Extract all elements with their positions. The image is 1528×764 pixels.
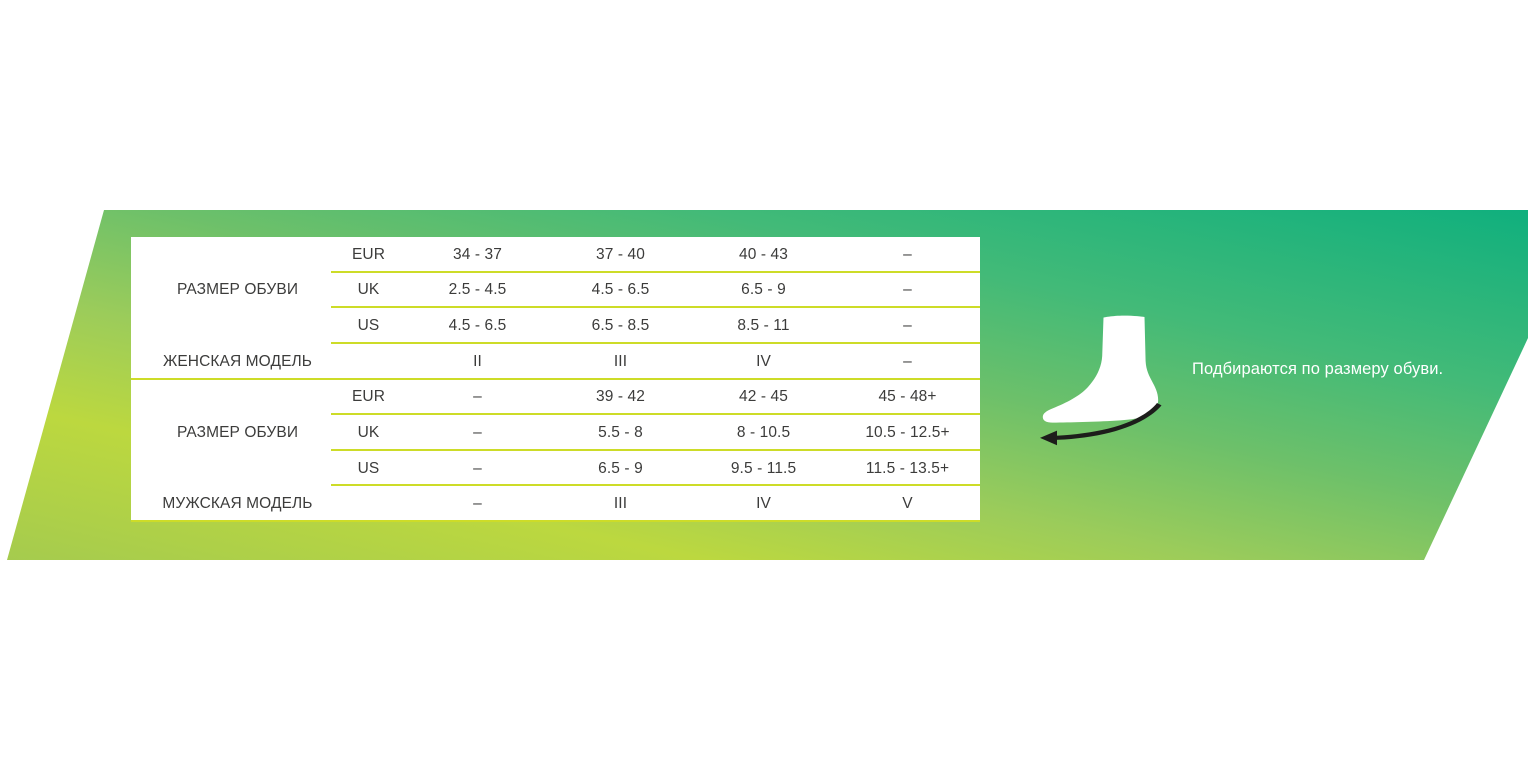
cell-uk-men-3: 8 - 10.5 <box>692 415 835 451</box>
shoe-size-table: РАЗМЕР ОБУВИ EUR 34 - 37 37 - 40 40 - 43… <box>131 237 980 522</box>
cell-men-model-4: V <box>835 486 980 522</box>
sock-shape <box>1042 315 1159 423</box>
table-row: РАЗМЕР ОБУВИ EUR 34 - 37 37 - 40 40 - 43… <box>131 237 980 298</box>
unit-cell-us-men: US <box>331 451 406 487</box>
cell-eur-men-4: 45 - 48+ <box>835 380 980 416</box>
row-label-men-model: МУЖСКАЯ МОДЕЛЬ <box>131 486 331 522</box>
ankle-sock-foot-icon <box>1040 315 1162 446</box>
unit-cell-uk-men: UK <box>331 415 406 451</box>
cell-eur-men-3: 42 - 45 <box>692 380 835 416</box>
cell-eur-women-2: 37 - 40 <box>549 237 692 273</box>
cell-uk-women-2: 4.5 - 6.5 <box>549 273 692 309</box>
cell-eur-women-3: 40 - 43 <box>692 237 835 273</box>
cell-us-men-1: – <box>406 451 549 487</box>
cell-women-model-spacer <box>331 344 406 380</box>
row-label-shoe-size-women: РАЗМЕР ОБУВИ <box>176 281 299 299</box>
cell-us-women-3: 8.5 - 11 <box>692 308 835 344</box>
unit-cell-eur-men: EUR <box>331 380 406 416</box>
unit-cell-us-women: US <box>331 308 406 344</box>
cell-us-men-2: 6.5 - 9 <box>549 451 692 487</box>
cell-eur-men-1: – <box>406 380 549 416</box>
table-row: UK – 5.5 - 8 8 - 10.5 10.5 - 12.5+ <box>131 415 980 451</box>
cell-men-model-spacer <box>331 486 406 522</box>
cell-us-women-2: 6.5 - 8.5 <box>549 308 692 344</box>
cell-women-model-4: – <box>835 344 980 380</box>
cell-eur-women-1: 34 - 37 <box>406 237 549 273</box>
unit-cell-eur-women: EUR <box>331 237 406 273</box>
cell-women-model-2: III <box>549 344 692 380</box>
direction-arrow-icon <box>1052 403 1162 440</box>
cell-uk-women-1: 2.5 - 4.5 <box>406 273 549 309</box>
cell-us-men-3: 9.5 - 11.5 <box>692 451 835 487</box>
table-row: РАЗМЕР ОБУВИ EUR – 39 - 42 42 - 45 45 - … <box>131 380 980 441</box>
arrow-head-icon <box>1040 430 1057 446</box>
row-label-shoe-size-men: РАЗМЕР ОБУВИ <box>176 423 299 441</box>
table-row: US 4.5 - 6.5 6.5 - 8.5 8.5 - 11 – <box>131 308 980 344</box>
table-row-men-model: МУЖСКАЯ МОДЕЛЬ – III IV V <box>131 486 980 522</box>
table-row-women-model: ЖЕНСКАЯ МОДЕЛЬ II III IV – <box>131 344 980 380</box>
cell-us-women-4: – <box>835 308 980 344</box>
cell-uk-women-4: – <box>835 273 980 309</box>
table-row: US – 6.5 - 9 9.5 - 11.5 11.5 - 13.5+ <box>131 451 980 487</box>
cell-uk-men-4: 10.5 - 12.5+ <box>835 415 980 451</box>
row-label-women-model: ЖЕНСКАЯ МОДЕЛЬ <box>131 344 331 380</box>
cell-us-women-1: 4.5 - 6.5 <box>406 308 549 344</box>
cell-uk-men-1: – <box>406 415 549 451</box>
caption-text: Подбираются по размеру обуви. <box>1192 360 1444 378</box>
cell-uk-men-2: 5.5 - 8 <box>549 415 692 451</box>
cell-us-men-4: 11.5 - 13.5+ <box>835 451 980 487</box>
cell-uk-women-3: 6.5 - 9 <box>692 273 835 309</box>
unit-cell-uk-women: UK <box>331 273 406 309</box>
cell-men-model-1: – <box>406 486 549 522</box>
cell-eur-men-2: 39 - 42 <box>549 380 692 416</box>
cell-women-model-1: II <box>406 344 549 380</box>
cell-women-model-3: IV <box>692 344 835 380</box>
cell-men-model-2: III <box>549 486 692 522</box>
table-row: UK 2.5 - 4.5 4.5 - 6.5 6.5 - 9 – <box>131 273 980 309</box>
cell-men-model-3: IV <box>692 486 835 522</box>
cell-eur-women-4: – <box>835 237 980 273</box>
